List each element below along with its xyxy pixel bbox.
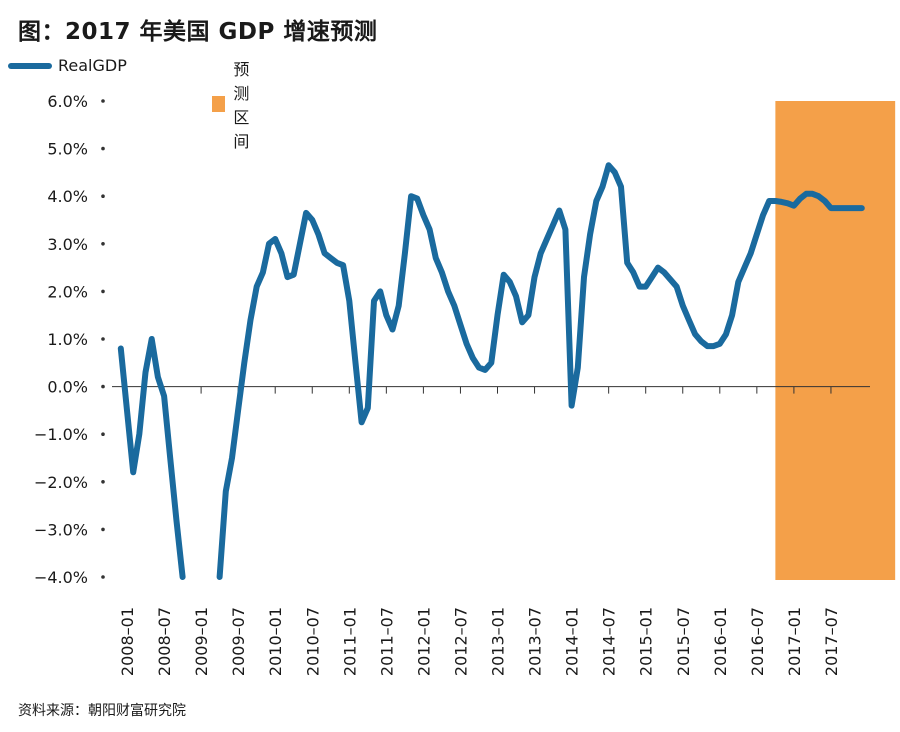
legend-line-swatch bbox=[8, 62, 52, 69]
forecast-band bbox=[775, 101, 896, 580]
y-tick-mark bbox=[101, 289, 105, 294]
y-tick-label: −3.0% bbox=[34, 520, 88, 539]
legend-label-forecast: 预测区间 bbox=[233, 60, 250, 151]
legend-band-swatch bbox=[212, 96, 226, 112]
y-tick-mark bbox=[101, 432, 105, 437]
x-tick-label: 2010–01 bbox=[266, 607, 285, 676]
x-tick-label: 2009–01 bbox=[192, 607, 211, 676]
x-tick-label: 2016–01 bbox=[711, 607, 730, 676]
y-tick-mark bbox=[101, 527, 105, 532]
y-tick-label: 5.0% bbox=[47, 140, 88, 159]
y-tick-mark bbox=[101, 575, 105, 579]
x-tick-label: 2015–07 bbox=[674, 607, 693, 676]
y-tick-label: 3.0% bbox=[47, 235, 88, 254]
y-tick-mark bbox=[101, 242, 105, 246]
legend-item-realgdp: RealGDP bbox=[8, 56, 127, 75]
y-tick-label: −4.0% bbox=[34, 568, 88, 587]
x-tick-label: 2017–01 bbox=[785, 607, 804, 676]
x-tick-label: 2012–07 bbox=[451, 607, 470, 676]
y-tick-label: 1.0% bbox=[47, 330, 88, 349]
legend-item-forecast: 预测区间 bbox=[212, 56, 264, 152]
x-tick-label: 2009–07 bbox=[229, 607, 248, 676]
x-tick-label: 2014–07 bbox=[600, 607, 619, 676]
y-tick-label: 0.0% bbox=[47, 378, 88, 397]
x-tick-label: 2013–01 bbox=[489, 607, 508, 676]
realgdp-line-segment-2 bbox=[216, 162, 865, 580]
y-tick-mark bbox=[101, 337, 105, 341]
x-tick-label: 2010–07 bbox=[303, 607, 322, 676]
x-tick-label: 2011–07 bbox=[377, 607, 396, 676]
y-tick-label: 4.0% bbox=[47, 187, 88, 206]
x-tick-label: 2014–01 bbox=[563, 607, 582, 676]
realgdp-line-segment-1 bbox=[117, 336, 186, 580]
x-tick-label: 2016–07 bbox=[748, 607, 767, 676]
x-tick-label: 2008–07 bbox=[155, 607, 174, 676]
source-note: 资料来源：朝阳财富研究院 bbox=[18, 703, 186, 719]
gdp-line-chart: 6.0% 5.0% 4.0% 3.0% 2.0% 1.0% 0.0% −1.0% −2.0% −3… bbox=[34, 92, 896, 676]
y-tick-label: 6.0% bbox=[47, 92, 88, 111]
chart-title: 图：2017 年美国 GDP 增速预测 bbox=[18, 19, 378, 45]
legend-label-realgdp: RealGDP bbox=[58, 56, 127, 75]
y-tick-mark bbox=[101, 146, 105, 151]
x-tick-label: 2015–01 bbox=[637, 607, 656, 676]
y-tick-mark bbox=[101, 384, 105, 389]
y-tick-label: −1.0% bbox=[34, 425, 88, 444]
y-tick-label: 2.0% bbox=[47, 282, 88, 301]
x-tick-label: 2017–07 bbox=[822, 607, 841, 676]
x-tick-label: 2011–01 bbox=[340, 607, 359, 676]
y-tick-mark bbox=[101, 480, 105, 484]
x-tick-label: 2012–01 bbox=[414, 607, 433, 676]
x-tick-label: 2013–07 bbox=[526, 607, 545, 676]
y-tick-label: −2.0% bbox=[34, 473, 88, 492]
y-tick-mark bbox=[101, 194, 105, 198]
x-tick-label: 2008–01 bbox=[118, 607, 137, 676]
y-tick-mark bbox=[101, 99, 105, 103]
